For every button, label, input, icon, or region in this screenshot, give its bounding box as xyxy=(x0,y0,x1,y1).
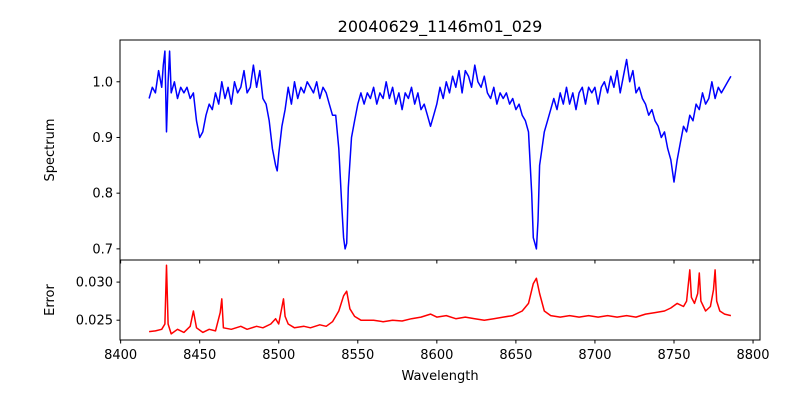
ytick-label: 0.7 xyxy=(92,242,113,257)
xtick-label: 8800 xyxy=(736,348,769,363)
ytick-label: 0.9 xyxy=(92,131,113,146)
ytick-label: 0.8 xyxy=(92,187,113,202)
error-axes: 0.025 0.030 8400 8450 8500 8550 8600 8650 8700 87… xyxy=(76,259,770,363)
spectrum-line xyxy=(148,50,732,250)
xlabel: Wavelength xyxy=(401,369,478,384)
xtick-label: 8550 xyxy=(341,348,374,363)
chart-title: 20040629_1146m01_029 xyxy=(338,17,543,37)
xtick-label: 8400 xyxy=(104,348,137,363)
ytick-label: 0.025 xyxy=(76,314,113,329)
xtick-label: 8700 xyxy=(578,348,611,363)
ytick-label: 1.0 xyxy=(92,75,113,90)
error-ylabel: Error xyxy=(43,284,58,316)
xtick-label: 8450 xyxy=(183,348,216,363)
xtick-label: 8650 xyxy=(499,348,532,363)
axes-frame xyxy=(119,259,761,341)
ytick-label: 0.030 xyxy=(76,276,113,291)
xtick-label: 8500 xyxy=(262,348,295,363)
spectrum-ylabel: Spectrum xyxy=(43,119,58,182)
xtick-label: 8600 xyxy=(420,348,453,363)
xtick-label: 8750 xyxy=(657,348,690,363)
error-line xyxy=(149,264,732,335)
